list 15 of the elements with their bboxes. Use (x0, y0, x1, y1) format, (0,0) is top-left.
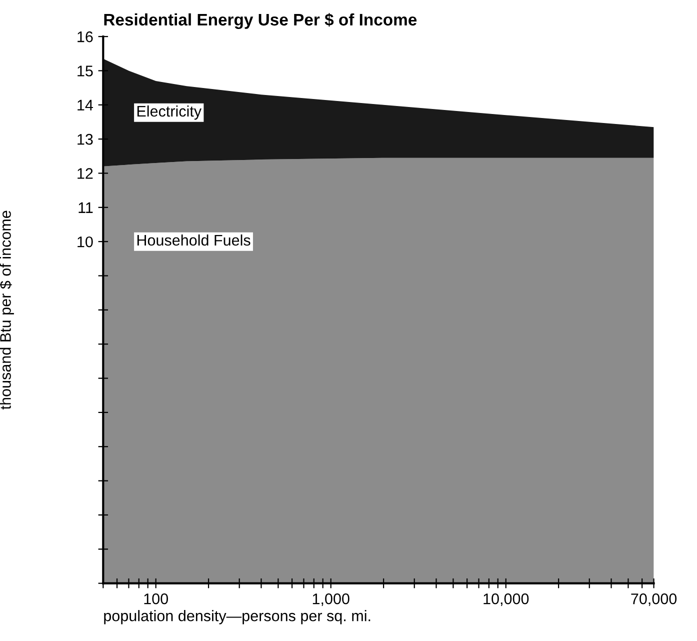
series-label: Household Fuels (137, 234, 250, 246)
y-tick-label: 15 (78, 66, 93, 76)
x-tick-label: 10,000 (484, 593, 529, 606)
y-tick-label: 13 (78, 134, 93, 145)
chart-title: Residential Energy Use Per $ of Income (104, 13, 417, 29)
y-tick-label: 10 (78, 236, 93, 248)
x-tick-label: 100 (144, 593, 168, 604)
y-tick-label: 16 (78, 31, 93, 42)
x-tick-label: 1,000 (312, 593, 350, 606)
x-axis-title: population density—persons per sq. mi. (104, 610, 370, 624)
x-tick-label: 70,000 (631, 593, 677, 606)
series-label: Electricity (137, 105, 202, 120)
y-tick-label: 11 (78, 202, 93, 213)
y-tick-label: 14 (78, 100, 93, 110)
y-tick-label: 12 (78, 168, 93, 179)
